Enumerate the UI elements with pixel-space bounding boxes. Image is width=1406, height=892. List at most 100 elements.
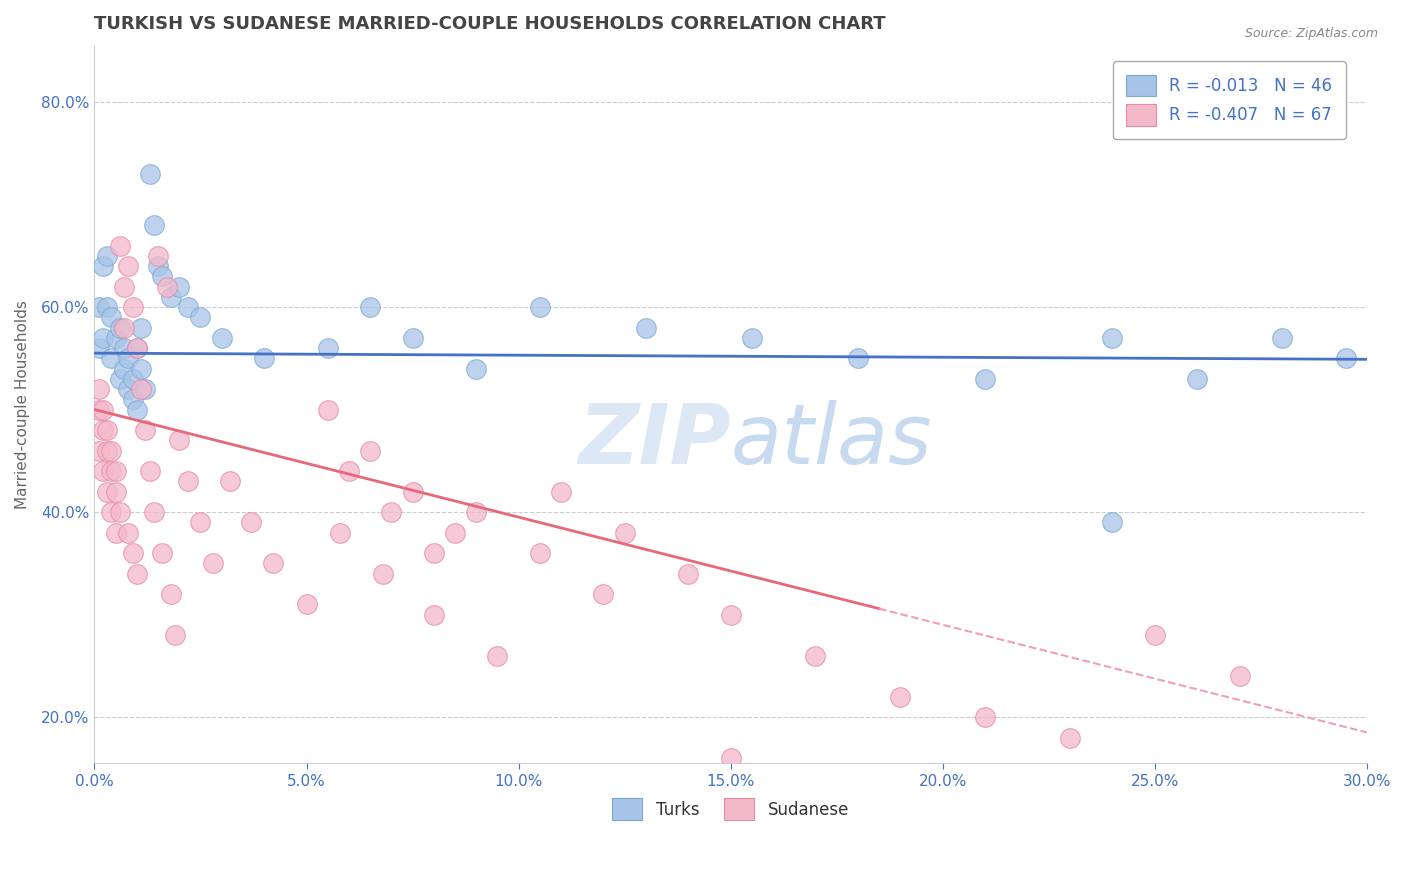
Point xyxy=(329,525,352,540)
Point xyxy=(401,331,423,345)
Point xyxy=(112,320,135,334)
Text: atlas: atlas xyxy=(731,400,932,481)
Point xyxy=(104,525,127,540)
Point xyxy=(846,351,869,366)
Point xyxy=(359,300,381,314)
Point xyxy=(129,382,152,396)
Point xyxy=(150,269,173,284)
Text: Source: ZipAtlas.com: Source: ZipAtlas.com xyxy=(1244,27,1378,40)
Point xyxy=(104,484,127,499)
Point xyxy=(676,566,699,581)
Point xyxy=(359,443,381,458)
Point xyxy=(100,505,122,519)
Point xyxy=(91,464,114,478)
Point xyxy=(104,464,127,478)
Point xyxy=(592,587,614,601)
Point xyxy=(529,300,551,314)
Point xyxy=(121,392,143,407)
Y-axis label: Married-couple Households: Married-couple Households xyxy=(15,300,30,508)
Point xyxy=(155,279,177,293)
Point xyxy=(337,464,360,478)
Point xyxy=(138,464,160,478)
Text: TURKISH VS SUDANESE MARRIED-COUPLE HOUSEHOLDS CORRELATION CHART: TURKISH VS SUDANESE MARRIED-COUPLE HOUSE… xyxy=(94,15,886,33)
Point xyxy=(177,300,200,314)
Point xyxy=(1185,372,1208,386)
Point xyxy=(112,279,135,293)
Point xyxy=(91,423,114,437)
Point xyxy=(100,464,122,478)
Point xyxy=(96,300,118,314)
Point xyxy=(371,566,394,581)
Point xyxy=(117,382,139,396)
Point xyxy=(108,372,131,386)
Point xyxy=(169,279,191,293)
Point xyxy=(974,710,997,724)
Point xyxy=(125,566,148,581)
Point xyxy=(112,341,135,355)
Point xyxy=(125,402,148,417)
Point xyxy=(121,546,143,560)
Point xyxy=(87,382,110,396)
Point xyxy=(1229,669,1251,683)
Point xyxy=(117,351,139,366)
Point xyxy=(138,167,160,181)
Point xyxy=(96,443,118,458)
Point xyxy=(117,259,139,273)
Point xyxy=(121,300,143,314)
Point xyxy=(159,290,181,304)
Point xyxy=(96,249,118,263)
Point xyxy=(486,648,509,663)
Point xyxy=(146,249,169,263)
Point xyxy=(117,525,139,540)
Point xyxy=(91,259,114,273)
Point xyxy=(112,361,135,376)
Point xyxy=(104,331,127,345)
Point xyxy=(91,402,114,417)
Point xyxy=(100,443,122,458)
Point xyxy=(190,310,212,325)
Point xyxy=(100,351,122,366)
Point xyxy=(1101,516,1123,530)
Point xyxy=(202,556,225,570)
Point xyxy=(91,331,114,345)
Point xyxy=(87,443,110,458)
Point xyxy=(129,320,152,334)
Point xyxy=(316,341,339,355)
Text: ZIP: ZIP xyxy=(578,400,731,481)
Point xyxy=(741,331,763,345)
Point xyxy=(401,484,423,499)
Point xyxy=(146,259,169,273)
Point xyxy=(108,238,131,252)
Point xyxy=(422,546,444,560)
Point xyxy=(720,607,742,622)
Point xyxy=(142,218,165,232)
Point xyxy=(444,525,467,540)
Point xyxy=(316,402,339,417)
Point xyxy=(219,475,242,489)
Point xyxy=(240,516,263,530)
Point xyxy=(1101,331,1123,345)
Point xyxy=(125,341,148,355)
Point xyxy=(87,341,110,355)
Point xyxy=(87,402,110,417)
Point xyxy=(211,331,233,345)
Point xyxy=(1334,351,1357,366)
Point xyxy=(129,361,152,376)
Point xyxy=(165,628,187,642)
Point xyxy=(87,300,110,314)
Point xyxy=(1143,628,1166,642)
Point xyxy=(96,423,118,437)
Point xyxy=(108,505,131,519)
Point xyxy=(974,372,997,386)
Point xyxy=(262,556,284,570)
Point xyxy=(169,434,191,448)
Point xyxy=(295,597,318,611)
Point xyxy=(634,320,657,334)
Point xyxy=(253,351,276,366)
Point xyxy=(720,751,742,765)
Point xyxy=(422,607,444,622)
Point xyxy=(1271,331,1294,345)
Legend: Turks, Sudanese: Turks, Sudanese xyxy=(606,792,856,827)
Point xyxy=(177,475,200,489)
Point xyxy=(96,484,118,499)
